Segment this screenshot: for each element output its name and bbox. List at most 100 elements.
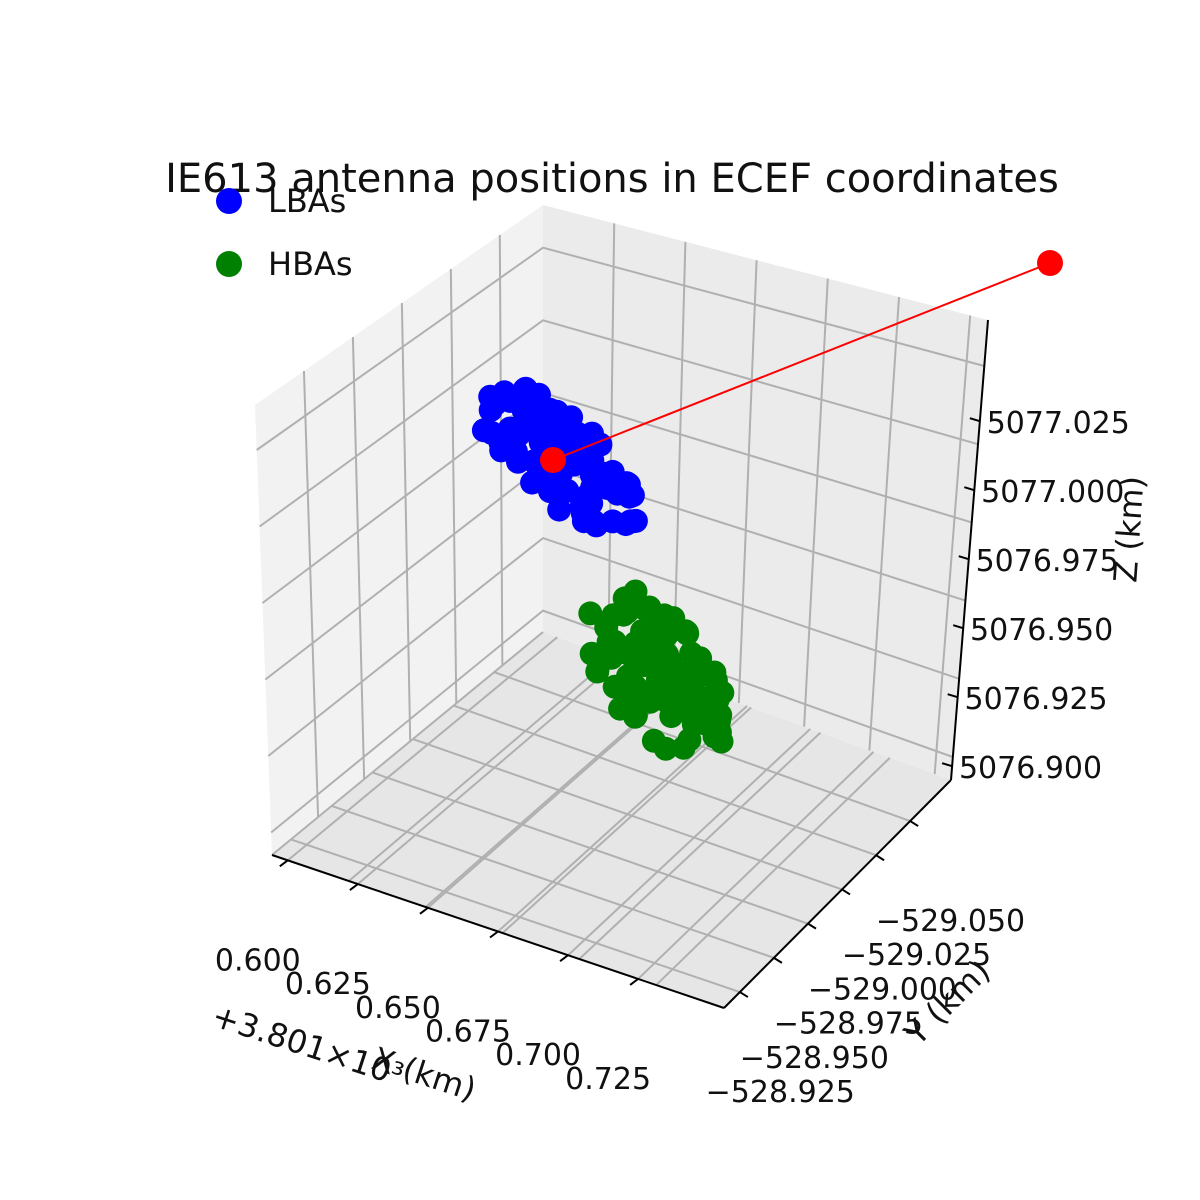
grid-line xyxy=(449,268,458,704)
grid-line xyxy=(453,704,877,857)
grid-line xyxy=(567,728,811,956)
series-0-point xyxy=(579,463,604,487)
grid-line xyxy=(267,536,960,757)
y-tick-label: −529.000 xyxy=(808,972,957,1007)
z-tick xyxy=(941,762,953,768)
x-tick-label: 0.650 xyxy=(355,991,441,1026)
series-1-point xyxy=(705,688,730,713)
z-tick-label: 5076.900 xyxy=(959,751,1102,786)
x-tick-label: 0.600 xyxy=(215,943,301,978)
left-pane xyxy=(255,205,543,855)
series-1-point xyxy=(707,720,732,745)
chart-title: IE613 antenna positions in ECEF coordina… xyxy=(165,156,1059,202)
x-tick xyxy=(419,906,429,915)
grid-line xyxy=(271,631,544,856)
grid-line xyxy=(270,609,954,834)
series-1-point xyxy=(635,633,660,658)
series-1-point xyxy=(594,615,619,640)
grid-line xyxy=(256,246,985,451)
series-0-point xyxy=(508,420,533,445)
grid-line xyxy=(737,260,758,704)
z-tick-label: 5077.025 xyxy=(987,406,1130,441)
z-tick xyxy=(969,417,981,423)
y-tick xyxy=(841,888,851,896)
series-1-point xyxy=(602,674,627,699)
z-tick-label: 5076.925 xyxy=(965,682,1108,717)
series-1-point xyxy=(622,674,647,699)
series-0-point xyxy=(542,472,567,496)
z-tick-label: 5077.000 xyxy=(981,475,1124,510)
series-0-point xyxy=(601,466,626,491)
series-1-point xyxy=(578,601,603,626)
z-tick-label: 5076.950 xyxy=(970,613,1113,648)
z-tick-label: 5076.975 xyxy=(976,544,1119,579)
z-axis-label: Z (km) xyxy=(1106,475,1151,584)
series-0-point xyxy=(530,397,555,422)
series-0-point xyxy=(498,388,523,413)
y-axis-line xyxy=(723,779,952,1009)
y-tick-label: −529.050 xyxy=(876,904,1025,939)
legend-marker-lbas xyxy=(216,188,242,214)
x-tick-label: 0.625 xyxy=(285,967,371,1002)
z-tick xyxy=(958,555,970,561)
y-tick-label: −528.975 xyxy=(774,1007,923,1042)
series-0-point xyxy=(533,418,558,443)
x-tick-label: 0.700 xyxy=(495,1038,581,1073)
y-tick xyxy=(875,854,885,862)
series-1-point xyxy=(653,736,678,761)
series-1-point xyxy=(587,648,612,673)
series-2-line xyxy=(552,262,1051,461)
x-tick xyxy=(279,859,289,868)
grid-line xyxy=(357,659,622,885)
z-tick xyxy=(947,693,958,699)
x-tick xyxy=(629,978,639,986)
y-tick xyxy=(739,991,749,998)
y-tick-label: −528.925 xyxy=(706,1075,855,1110)
grid-line xyxy=(302,370,320,818)
legend-label-lbas: LBAs xyxy=(268,182,346,220)
series-0-point xyxy=(547,497,572,522)
legend-label-hbas: HBAs xyxy=(268,245,353,283)
series-0-point xyxy=(488,430,513,455)
grid-line xyxy=(400,302,412,742)
series-1-point xyxy=(678,696,703,721)
legend-marker-hbas xyxy=(216,251,242,277)
x-tick xyxy=(489,930,499,939)
x-tick xyxy=(559,954,569,963)
series-2-point xyxy=(540,447,566,473)
z-axis-line xyxy=(950,319,989,781)
series-1-point xyxy=(659,676,684,701)
grid-line xyxy=(637,751,875,980)
y-tick xyxy=(807,922,817,930)
z-tick xyxy=(964,486,975,492)
grid-line xyxy=(493,671,911,822)
series-1-point xyxy=(618,692,643,717)
x-tick xyxy=(349,883,359,891)
series-1-point xyxy=(674,620,699,645)
series-1-point xyxy=(611,640,636,665)
grid-line xyxy=(578,731,822,960)
y-tick-label: −529.025 xyxy=(842,938,991,973)
data-points xyxy=(471,250,1063,761)
series-1-point xyxy=(632,596,657,621)
tick-marks xyxy=(279,417,981,998)
grid-line xyxy=(868,296,900,751)
series-1-point xyxy=(654,623,679,648)
grid-line xyxy=(655,757,891,986)
y-tick-label: −528.950 xyxy=(740,1041,889,1076)
grid-line xyxy=(290,838,741,993)
grid-line xyxy=(287,636,558,862)
x-tick-label: 0.725 xyxy=(565,1062,651,1097)
grid-line xyxy=(351,336,366,780)
legend: LBAs HBAs xyxy=(216,182,353,283)
x-tick-label: 0.675 xyxy=(425,1015,511,1050)
grid-line xyxy=(371,771,809,925)
series-0-point xyxy=(506,449,530,474)
series-1-point xyxy=(659,704,684,729)
x-axis-label: X (km) xyxy=(368,1039,481,1108)
z-tick xyxy=(952,624,964,630)
grid-line xyxy=(331,804,775,959)
series-0-point xyxy=(623,508,648,533)
y-tick xyxy=(773,956,783,964)
